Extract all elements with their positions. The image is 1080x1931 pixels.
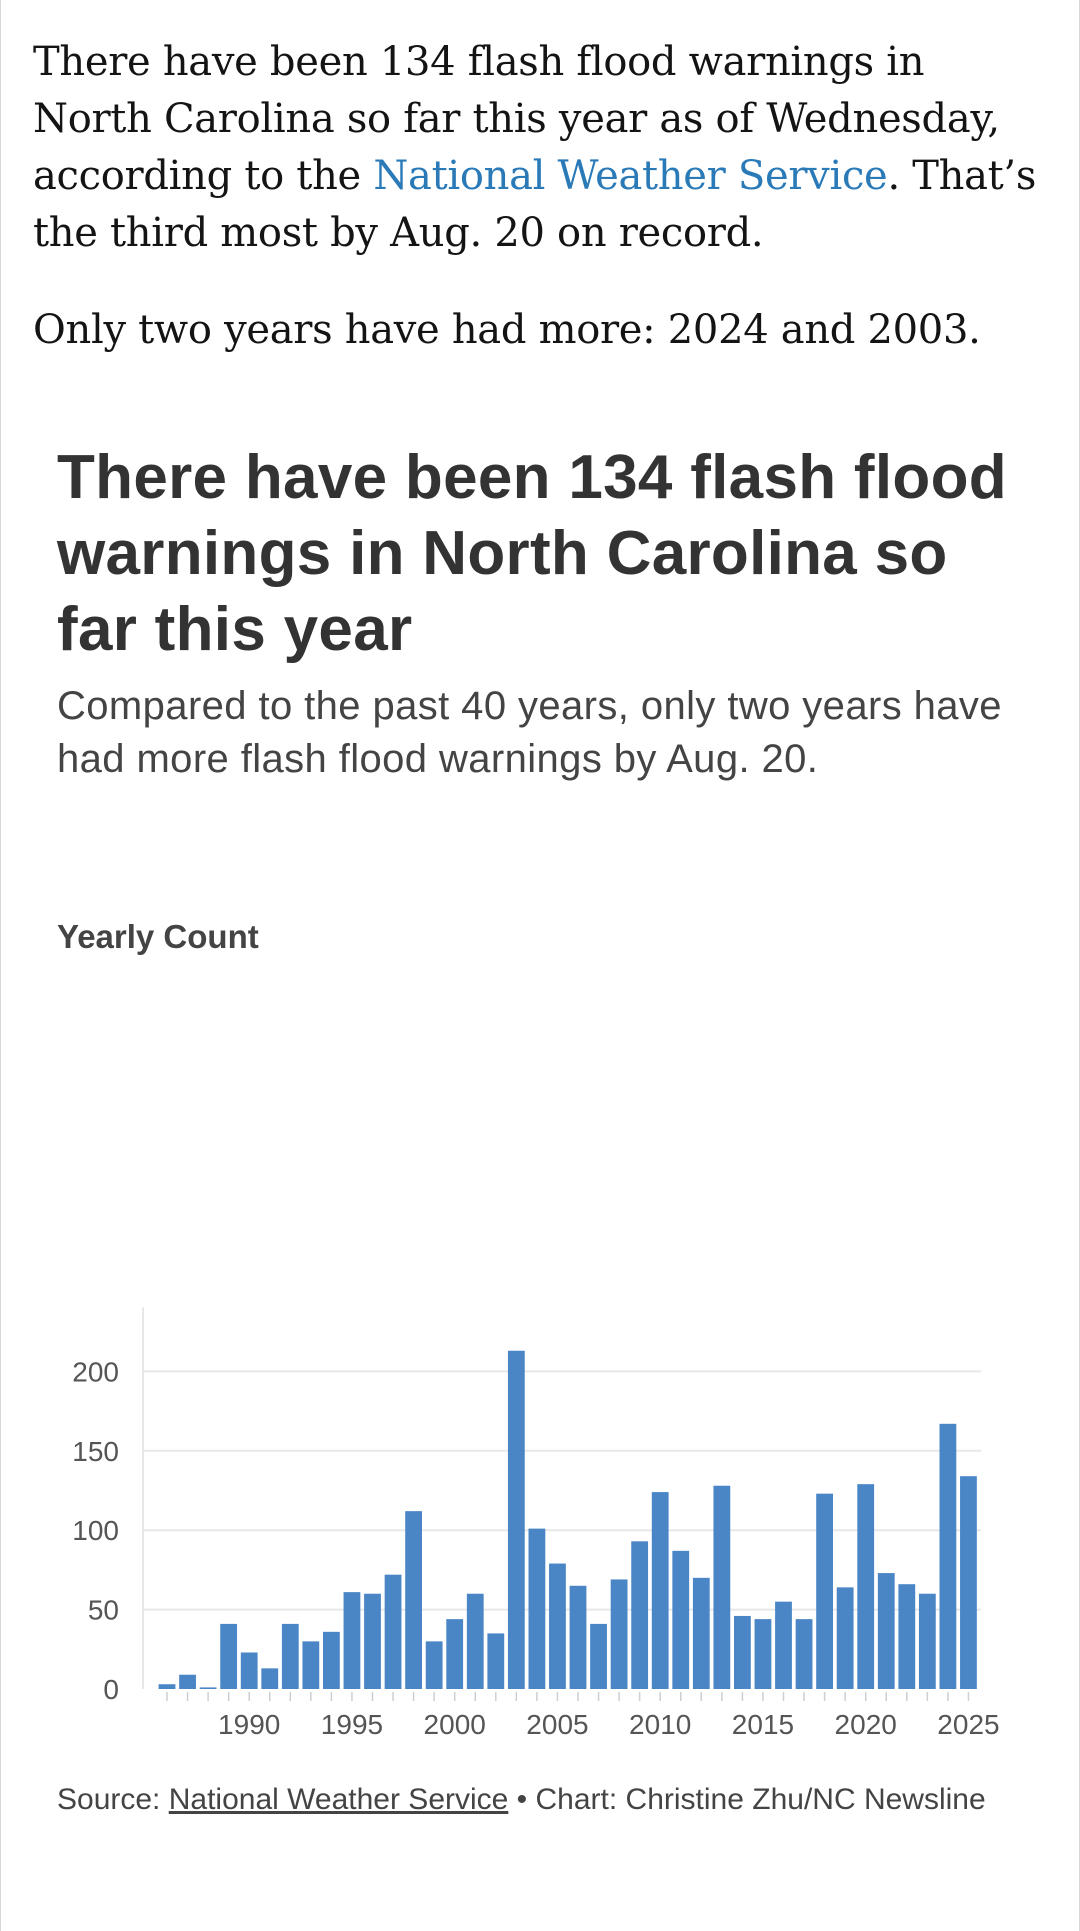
chart-footer: Source: National Weather Service • Chart…: [57, 1778, 1017, 1821]
bar-2002: [487, 1633, 505, 1689]
y-tick-label: 200: [72, 1356, 119, 1387]
bar-1990: [240, 1652, 258, 1689]
bar-2005: [549, 1563, 566, 1689]
bar-2011: [672, 1550, 690, 1689]
bar-2014: [734, 1615, 751, 1689]
paragraph-text: There have been 134 flash flood warnings…: [33, 39, 1000, 199]
x-tick-label: 2020: [835, 1709, 897, 1740]
bar-1989: [220, 1623, 238, 1689]
nws-link[interactable]: National Weather Service: [373, 153, 888, 199]
bar-1988: [199, 1687, 217, 1689]
x-tick-label: 1990: [218, 1709, 280, 1740]
bar-2008: [610, 1579, 628, 1689]
bar-2001: [466, 1593, 484, 1689]
bar-1999: [425, 1641, 443, 1689]
y-tick-label: 100: [72, 1515, 119, 1546]
bar-2020: [857, 1484, 875, 1689]
y-tick-label: 50: [88, 1595, 119, 1626]
source-prefix: Source:: [57, 1783, 169, 1816]
bar-1986: [158, 1684, 176, 1689]
bar-2006: [569, 1585, 587, 1689]
bar-1995: [343, 1592, 361, 1689]
bar-2022: [898, 1584, 916, 1689]
bar-2010: [651, 1492, 669, 1689]
x-tick-label: 2015: [732, 1709, 794, 1740]
x-tick-label: 2010: [629, 1709, 691, 1740]
bar-2004: [528, 1528, 546, 1689]
x-tick-label: 2025: [937, 1709, 999, 1740]
bar-1991: [261, 1668, 279, 1689]
bar-2018: [816, 1493, 833, 1689]
chart-subtitle: Compared to the past 40 years, only two …: [57, 684, 1002, 781]
bar-2021: [877, 1573, 895, 1689]
bar-1996: [364, 1593, 381, 1689]
y-tick-label: 150: [72, 1436, 119, 1467]
bar-2003: [507, 1350, 525, 1689]
bar-2012: [692, 1577, 710, 1689]
bar-1993: [302, 1641, 320, 1689]
bar-1992: [281, 1623, 299, 1689]
bar-2015: [754, 1619, 772, 1689]
bar-chart: 0 50 100 150 200 1990 1995 2000 2005 2010 2015 2020…: [72, 1307, 1000, 1740]
bar-2013: [713, 1485, 731, 1689]
x-tick-label: 2000: [424, 1709, 486, 1740]
chart-credit: • Chart: Christine Zhu/NC Newsline: [508, 1783, 986, 1816]
chart-title: There have been 134 flash flood warnings…: [57, 443, 1007, 664]
bar-2019: [836, 1587, 854, 1689]
bar-1994: [323, 1631, 340, 1689]
bar-2009: [631, 1541, 649, 1689]
article-paragraph-2: Only two years have had more: 2024 and 2…: [33, 307, 981, 353]
bar-2007: [590, 1623, 607, 1689]
bar-2016: [775, 1601, 792, 1689]
chart-header: There have been 134 flash flood warnings…: [57, 440, 1017, 786]
source-link[interactable]: National Weather Service: [168, 1783, 509, 1816]
y-axis-label: Yearly Count: [57, 918, 259, 955]
bar-2025: [960, 1476, 977, 1689]
x-tick-label: 2005: [526, 1709, 588, 1740]
article-text: There have been 134 flash flood warnings…: [33, 34, 1053, 359]
bar-2024: [939, 1423, 957, 1689]
y-tick-label: 0: [103, 1674, 119, 1705]
bar-1997: [384, 1574, 402, 1689]
x-tick-label: 1995: [321, 1709, 383, 1740]
bar-2017: [795, 1619, 813, 1689]
bar-2023: [918, 1593, 936, 1689]
bar-2000: [446, 1619, 464, 1689]
bar-1987: [179, 1674, 196, 1689]
paragraph-text-end: . That’s the third most by Aug. 20 on re…: [33, 153, 1037, 256]
article-paragraph-1: There have been 134 flash flood warnings…: [33, 34, 1053, 262]
bar-1998: [405, 1511, 422, 1689]
